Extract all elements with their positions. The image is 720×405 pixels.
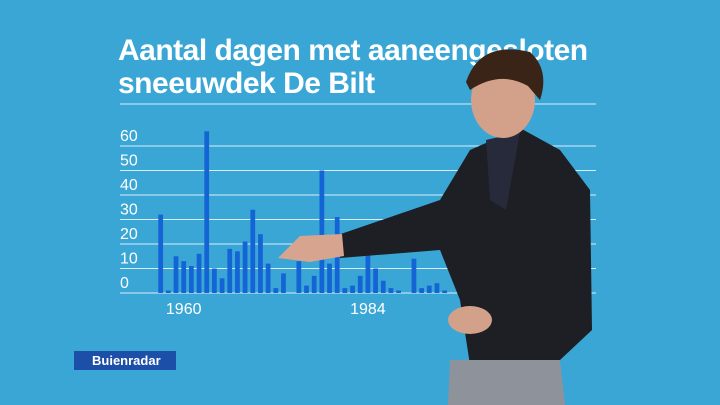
chart-title: Aantal dagen met aaneengesloten sneeuwde… (118, 34, 588, 100)
bar (442, 290, 448, 293)
bar (396, 290, 401, 293)
bar (434, 283, 440, 293)
bar (380, 280, 386, 293)
y-tick-label: 40 (120, 177, 138, 194)
bar (304, 285, 309, 293)
bar (235, 251, 240, 293)
bar (334, 217, 340, 293)
bar (319, 170, 325, 293)
bar (258, 234, 263, 293)
bar (204, 131, 210, 293)
y-tick-label: 60 (120, 128, 138, 145)
bar (357, 275, 363, 293)
bar (158, 214, 164, 293)
bar (250, 209, 256, 293)
bar (411, 258, 417, 293)
bar (365, 251, 371, 293)
bar (173, 256, 179, 293)
y-tick-label: 30 (120, 202, 138, 219)
logo: Buienradar (74, 351, 176, 370)
bar (296, 261, 302, 293)
bar (350, 285, 355, 293)
bar (373, 268, 378, 293)
bar (188, 266, 194, 293)
y-tick-label: 20 (120, 226, 138, 243)
bar (426, 285, 432, 293)
bar (196, 253, 202, 293)
bar (242, 241, 248, 293)
bar (342, 288, 348, 293)
x-tick-label: 1984 (350, 301, 386, 318)
bar (165, 290, 171, 293)
bar (327, 263, 332, 293)
bar (388, 288, 394, 293)
y-tick-label: 0 (120, 275, 129, 292)
bar (419, 288, 425, 293)
bar (311, 275, 317, 293)
bar (212, 268, 217, 293)
x-tick-label: 1960 (166, 301, 202, 318)
bar (227, 248, 233, 293)
y-tick-label: 10 (120, 251, 138, 268)
bar (265, 263, 271, 293)
y-tick-label: 50 (120, 153, 138, 170)
bar (281, 273, 286, 293)
bar (273, 288, 279, 293)
bar (181, 261, 187, 293)
bar (219, 278, 225, 293)
